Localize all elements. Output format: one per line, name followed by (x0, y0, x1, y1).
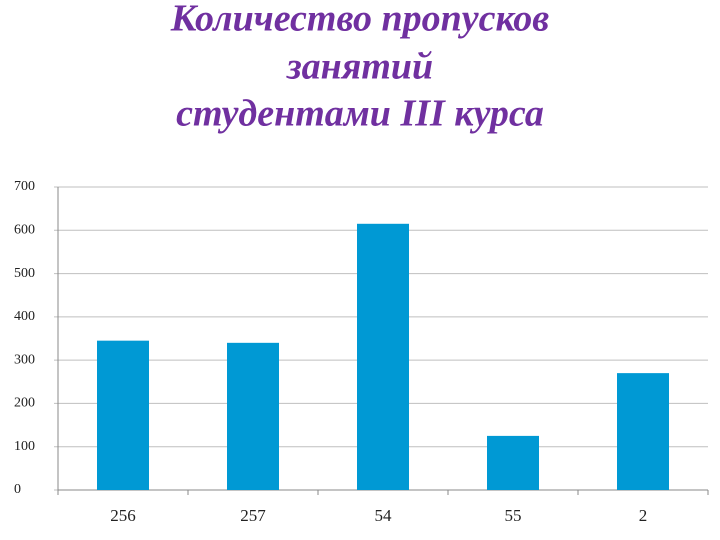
y-tick-label: 200 (14, 396, 35, 411)
x-tick-label: 55 (505, 506, 522, 525)
chart-title: Количество пропусков (170, 0, 550, 40)
y-tick-label: 500 (14, 266, 35, 281)
y-tick-label: 400 (14, 309, 35, 324)
x-tick-label: 256 (110, 506, 136, 525)
y-tick-label: 700 (14, 179, 35, 194)
bar (227, 342, 279, 490)
chart-title: занятий (286, 46, 433, 88)
y-tick-label: 300 (14, 352, 35, 367)
bar (97, 340, 149, 490)
x-tick-label: 257 (240, 506, 266, 525)
bar (617, 373, 669, 490)
x-tick-label: 54 (375, 506, 393, 525)
y-tick-label: 100 (14, 439, 35, 454)
y-tick-label: 0 (14, 482, 21, 497)
x-tick-label: 2 (639, 506, 648, 525)
bar (487, 435, 539, 490)
bar (357, 223, 409, 491)
chart-title: студентами III курса (176, 93, 544, 135)
y-tick-label: 600 (14, 223, 35, 238)
